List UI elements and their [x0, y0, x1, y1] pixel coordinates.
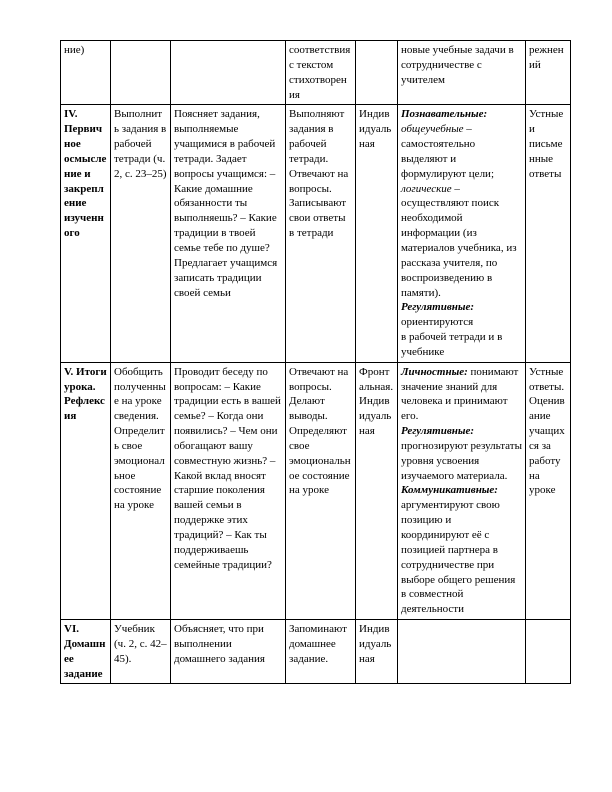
cell: [398, 620, 526, 684]
cell: Устные ответы. Оценивание учащихся за ра…: [526, 362, 571, 619]
cell: Индивидуальная: [356, 620, 398, 684]
cell: Объясняет, что при выполнении домашнего …: [171, 620, 286, 684]
cell: [171, 41, 286, 105]
cell: [526, 620, 571, 684]
cell: Личностные: понимают значение знаний для…: [398, 362, 526, 619]
cell: [111, 41, 171, 105]
table-row: VI. Домашнее задание Учебник (ч. 2, с. 4…: [61, 620, 571, 684]
cell: Фронтальная. Индивидуальная: [356, 362, 398, 619]
cell: режнений: [526, 41, 571, 105]
cell-stage: IV. Первичное осмысление и закрепление и…: [61, 105, 111, 362]
table-row: IV. Первичное осмысление и закрепление и…: [61, 105, 571, 362]
cell-stage: V. Итоги урока. Рефлексия: [61, 362, 111, 619]
lesson-plan-table: ние) соответствия с текстом стихотворени…: [60, 40, 571, 684]
table-row: V. Итоги урока. Рефлексия Обобщить получ…: [61, 362, 571, 619]
cell: Запоминают домашнее задание.: [286, 620, 356, 684]
cell: Познавательные: общеучебные – самостояте…: [398, 105, 526, 362]
cell: Выполнить задания в рабочей тетради (ч. …: [111, 105, 171, 362]
cell: Устные и письменные ответы: [526, 105, 571, 362]
cell: Индивидуальная: [356, 105, 398, 362]
cell: соответствия с текстом стихотворения: [286, 41, 356, 105]
cell: Проводит беседу по вопросам: – Какие тра…: [171, 362, 286, 619]
table-body: ние) соответствия с текстом стихотворени…: [61, 41, 571, 684]
cell: Отвечают на вопросы. Делают выводы. Опре…: [286, 362, 356, 619]
cell: [356, 41, 398, 105]
cell: Поясняет задания, выполняемые учащимися …: [171, 105, 286, 362]
cell: Учебник (ч. 2, с. 42–45).: [111, 620, 171, 684]
cell: новые учебные задачи в сотрудничестве с …: [398, 41, 526, 105]
cell: ние): [61, 41, 111, 105]
cell: Выполняют задания в рабочей тетради. Отв…: [286, 105, 356, 362]
table-row: ние) соответствия с текстом стихотворени…: [61, 41, 571, 105]
cell: Обобщить полученные на уроке сведения. О…: [111, 362, 171, 619]
cell-stage: VI. Домашнее задание: [61, 620, 111, 684]
